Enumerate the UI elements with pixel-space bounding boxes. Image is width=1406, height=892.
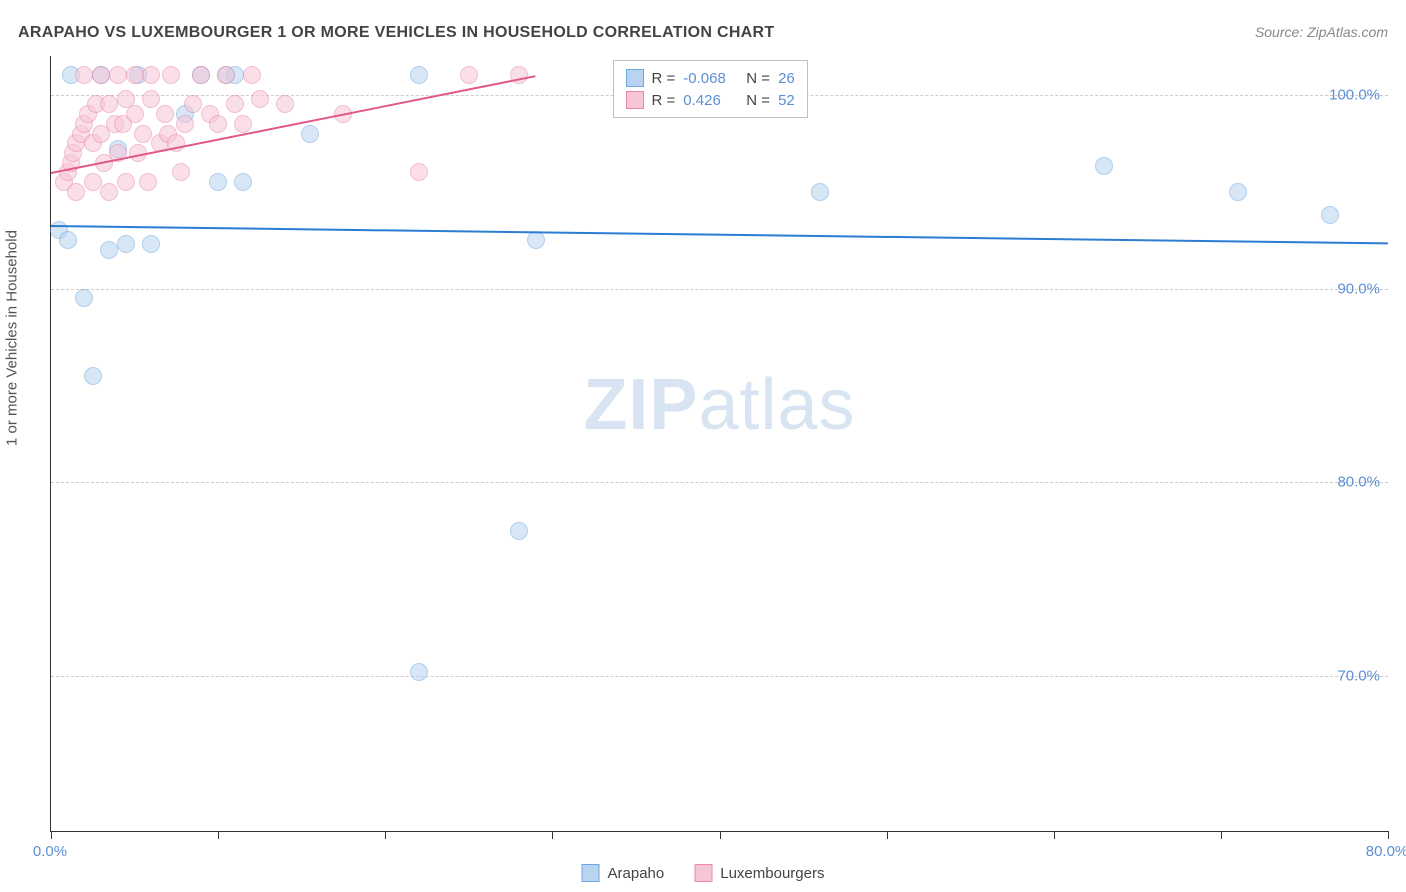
plot-area: ZIPatlas 70.0% 80.0% 90.0% 100.0% R = -0.068 N… xyxy=(50,56,1388,832)
x-tick xyxy=(720,831,721,839)
stat-r-value: 0.426 xyxy=(683,92,738,109)
stat-n-label: N = xyxy=(746,92,770,109)
legend-bottom: Arapaho Luxembourgers xyxy=(582,864,825,882)
legend-item: Luxembourgers xyxy=(694,864,824,882)
watermark: ZIPatlas xyxy=(583,364,855,446)
data-point xyxy=(192,66,210,84)
data-point xyxy=(184,95,202,113)
watermark-atlas: atlas xyxy=(698,365,855,445)
x-tick xyxy=(1388,831,1389,839)
data-point xyxy=(301,125,319,143)
data-point xyxy=(142,90,160,108)
x-tick xyxy=(552,831,553,839)
stat-n-label: N = xyxy=(746,70,770,87)
data-point xyxy=(84,367,102,385)
data-point xyxy=(510,522,528,540)
data-point xyxy=(100,241,118,259)
data-point xyxy=(176,115,194,133)
data-point xyxy=(142,235,160,253)
data-point xyxy=(276,95,294,113)
data-point xyxy=(59,231,77,249)
data-point xyxy=(410,163,428,181)
x-tick xyxy=(887,831,888,839)
data-point xyxy=(217,66,235,84)
data-point xyxy=(234,173,252,191)
data-point xyxy=(226,95,244,113)
chart-header: ARAPAHO VS LUXEMBOURGER 1 OR MORE VEHICL… xyxy=(18,24,1388,42)
y-axis-label: 1 or more Vehicles in Household xyxy=(4,230,21,446)
data-point xyxy=(109,66,127,84)
legend-swatch xyxy=(626,69,644,87)
data-point xyxy=(410,663,428,681)
stat-n-value: 52 xyxy=(778,92,795,109)
y-tick-label: 90.0% xyxy=(1337,280,1380,297)
data-point xyxy=(1095,157,1113,175)
legend-label: Arapaho xyxy=(608,865,665,882)
legend-swatch xyxy=(582,864,600,882)
data-point xyxy=(126,105,144,123)
x-tick-label: 0.0% xyxy=(33,843,67,860)
data-point xyxy=(162,66,180,84)
data-point xyxy=(100,95,118,113)
x-tick xyxy=(385,831,386,839)
legend-item: Arapaho xyxy=(582,864,665,882)
data-point xyxy=(811,183,829,201)
legend-swatch xyxy=(694,864,712,882)
data-point xyxy=(75,66,93,84)
data-point xyxy=(209,115,227,133)
x-tick xyxy=(1054,831,1055,839)
stat-r-label: R = xyxy=(652,92,676,109)
y-tick-label: 100.0% xyxy=(1329,86,1380,103)
data-point xyxy=(100,183,118,201)
legend-swatch xyxy=(626,91,644,109)
data-point xyxy=(84,173,102,191)
data-point xyxy=(243,66,261,84)
chart-source: Source: ZipAtlas.com xyxy=(1255,24,1388,40)
gridline xyxy=(51,482,1388,483)
stat-r-label: R = xyxy=(652,70,676,87)
data-point xyxy=(67,183,85,201)
data-point xyxy=(126,66,144,84)
stat-n-value: 26 xyxy=(778,70,795,87)
data-point xyxy=(460,66,478,84)
watermark-zip: ZIP xyxy=(583,365,698,445)
data-point xyxy=(172,163,190,181)
data-point xyxy=(1229,183,1247,201)
y-tick-label: 70.0% xyxy=(1337,668,1380,685)
stats-legend: R = -0.068 N = 26 R = 0.426 N = 52 xyxy=(613,60,808,118)
data-point xyxy=(251,90,269,108)
gridline xyxy=(51,676,1388,677)
x-tick xyxy=(1221,831,1222,839)
gridline xyxy=(51,289,1388,290)
data-point xyxy=(142,66,160,84)
data-point xyxy=(209,173,227,191)
data-point xyxy=(234,115,252,133)
x-tick xyxy=(218,831,219,839)
y-tick-label: 80.0% xyxy=(1337,474,1380,491)
data-point xyxy=(1321,206,1339,224)
stats-legend-row: R = -0.068 N = 26 xyxy=(626,67,795,89)
data-point xyxy=(117,173,135,191)
data-point xyxy=(117,235,135,253)
data-point xyxy=(139,173,157,191)
data-point xyxy=(156,105,174,123)
data-point xyxy=(410,66,428,84)
data-point xyxy=(134,125,152,143)
data-point xyxy=(75,289,93,307)
chart-title: ARAPAHO VS LUXEMBOURGER 1 OR MORE VEHICL… xyxy=(18,24,774,42)
stat-r-value: -0.068 xyxy=(683,70,738,87)
stats-legend-row: R = 0.426 N = 52 xyxy=(626,89,795,111)
x-tick-label: 80.0% xyxy=(1366,843,1406,860)
data-point xyxy=(92,66,110,84)
regression-line xyxy=(51,225,1388,244)
x-tick xyxy=(51,831,52,839)
legend-label: Luxembourgers xyxy=(720,865,824,882)
data-point xyxy=(527,231,545,249)
